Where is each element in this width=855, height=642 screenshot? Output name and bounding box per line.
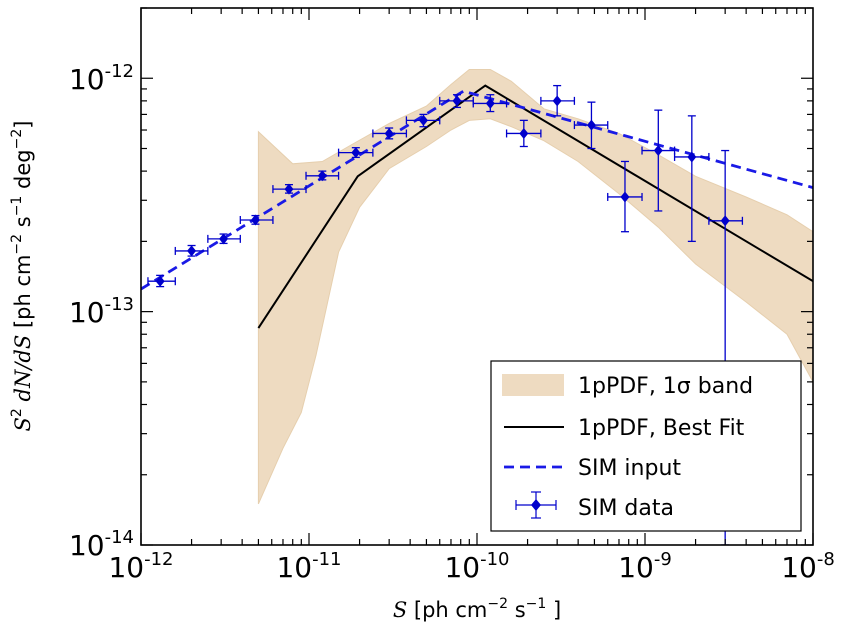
- sim-data-point: [305, 170, 340, 182]
- y-axis-label: S2 dN/dS [ph cm−2 s−1 deg−2]: [9, 121, 35, 432]
- x-tick-label: 10-12: [108, 549, 173, 584]
- legend-label-best-fit: 1pPDF, Best Fit: [578, 416, 745, 441]
- sim-data-point: [372, 127, 408, 140]
- legend-label-sim-input: SIM input: [578, 456, 681, 481]
- y-tick-label: 10-12: [69, 61, 134, 96]
- sim-data-point: [673, 115, 710, 243]
- x-tick-label: 10-8: [781, 549, 835, 584]
- sim-data-point: [207, 233, 241, 245]
- sim-data-point: [607, 160, 643, 233]
- legend-sim-data-swatch: [515, 491, 557, 519]
- sim-data-point: [147, 274, 176, 288]
- sim-data-point: [174, 244, 209, 257]
- x-tick-label: 10-11: [276, 549, 341, 584]
- legend-label-sim-data: SIM data: [578, 496, 674, 521]
- sim-data-point: [405, 113, 441, 128]
- x-tick-label: 10-10: [444, 549, 509, 584]
- sim-data-point: [641, 109, 676, 212]
- sim-data-point: [439, 94, 474, 109]
- sim-data-point: [540, 84, 576, 117]
- x-axis-label: S [ph cm−2 s−1 ]: [393, 596, 561, 622]
- sim-data-points: [147, 84, 744, 545]
- legend: 1pPDF, 1σ band 1pPDF, Best Fit SIM input…: [490, 360, 802, 532]
- sim-data-point: [472, 94, 508, 113]
- x-tick-label: 10-9: [618, 549, 672, 584]
- y-tick-label: 10-14: [69, 527, 134, 562]
- sim-data-point: [239, 214, 274, 226]
- sim-data-point: [505, 119, 542, 148]
- sim-data-point: [337, 147, 374, 159]
- y-tick-label: 10-13: [69, 294, 134, 329]
- legend-band-swatch: [502, 374, 564, 396]
- legend-label-band: 1pPDF, 1σ band: [578, 374, 753, 399]
- sim-data-point: [272, 183, 307, 195]
- best-fit-line: [257, 84, 813, 329]
- sigma-band: [257, 69, 813, 505]
- plot-frame: [140, 7, 814, 546]
- sim-data-point: [573, 101, 609, 150]
